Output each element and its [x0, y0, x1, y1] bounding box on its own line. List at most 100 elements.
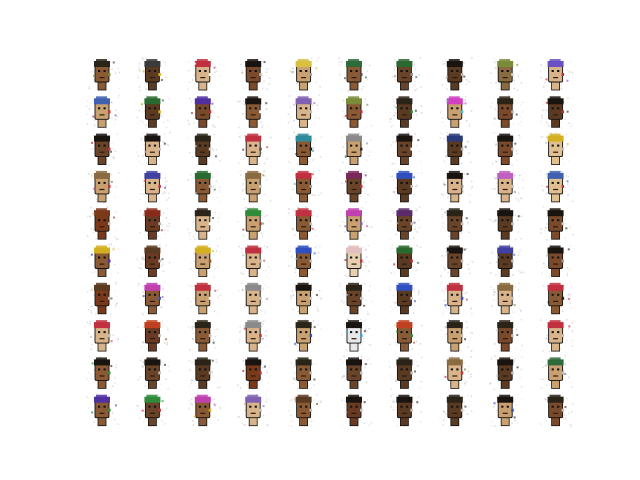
sample-thumbnail	[136, 94, 170, 129]
sample-thumbnail	[237, 206, 271, 241]
sample-thumbnail	[439, 208, 470, 240]
sample-thumbnail	[389, 94, 423, 128]
sample-thumbnail	[543, 281, 573, 315]
sample-thumbnail	[388, 356, 423, 390]
sample-thumbnail	[340, 392, 373, 427]
sample-thumbnail	[86, 318, 120, 352]
sample-thumbnail	[441, 170, 474, 203]
sample-thumbnail	[187, 96, 220, 128]
sample-thumbnail	[137, 281, 170, 316]
sample-thumbnail	[539, 59, 574, 91]
sample-thumbnail	[339, 355, 372, 390]
sample-thumbnail	[440, 318, 473, 353]
sample-thumbnail	[187, 206, 222, 241]
sample-thumbnail	[340, 318, 372, 352]
sample-thumbnail	[541, 245, 571, 277]
sample-thumbnail	[288, 131, 323, 166]
sample-thumbnail	[187, 170, 221, 203]
sample-thumbnail	[339, 206, 373, 241]
sample-thumbnail	[86, 393, 120, 427]
sample-thumbnail	[290, 281, 322, 315]
sample-thumbnail	[187, 318, 219, 352]
sample-thumbnail	[287, 318, 322, 352]
sample-thumbnail	[239, 170, 272, 203]
sample-thumbnail	[87, 59, 120, 91]
sample-thumbnail	[186, 133, 221, 166]
sample-thumbnail	[188, 357, 221, 390]
sample-thumbnail	[490, 57, 523, 91]
sample-thumbnail	[439, 394, 473, 427]
sample-thumbnail	[86, 356, 118, 389]
sample-thumbnail	[540, 318, 574, 353]
sample-thumbnail	[490, 95, 524, 128]
sample-thumbnail	[288, 244, 321, 278]
sample-thumbnail	[441, 57, 473, 91]
sample-thumbnail	[137, 57, 167, 92]
sample-thumbnail	[440, 281, 473, 315]
sample-thumbnail	[391, 57, 422, 92]
sample-thumbnail	[491, 170, 524, 204]
sample-thumbnail	[540, 96, 573, 129]
sample-thumbnail	[339, 244, 371, 278]
sample-thumbnail	[339, 169, 373, 203]
sample-thumbnail	[388, 319, 423, 352]
sample-thumbnail	[189, 243, 221, 278]
sample-thumbnail	[238, 282, 270, 315]
sample-thumbnail	[389, 169, 423, 203]
sample-thumbnail	[489, 355, 523, 390]
sample-thumbnail	[238, 132, 272, 166]
sample-thumbnail	[388, 244, 422, 277]
sample-thumbnail	[287, 169, 323, 203]
sample-thumbnail	[340, 132, 372, 166]
sample-thumbnail	[87, 206, 119, 241]
sample-thumbnail	[87, 170, 120, 204]
sample-thumbnail	[88, 243, 120, 277]
sample-thumbnail	[89, 131, 118, 166]
sample-thumbnail	[439, 244, 474, 278]
sample-thumbnail	[139, 170, 170, 203]
sample-thumbnail	[137, 320, 169, 352]
sample-thumbnail	[540, 393, 574, 428]
sample-thumbnail	[494, 319, 523, 353]
sample-thumbnail	[439, 95, 473, 128]
sample-thumbnail	[389, 281, 422, 315]
sample-thumbnail	[491, 131, 521, 166]
sample-thumbnail	[187, 58, 221, 92]
sample-thumbnail	[238, 245, 272, 278]
sample-thumbnail	[287, 206, 318, 240]
sample-thumbnail	[540, 206, 575, 241]
sample-thumbnail	[389, 206, 421, 241]
sample-thumbnail	[237, 393, 271, 427]
sample-thumbnail	[490, 281, 522, 315]
sample-thumbnail	[540, 355, 573, 389]
sample-thumbnail	[237, 96, 270, 129]
sample-thumbnail	[539, 170, 574, 203]
sample-thumbnail	[442, 355, 472, 389]
sample-thumbnail	[339, 282, 373, 315]
sample-thumbnail	[490, 393, 522, 427]
sample-thumbnail	[390, 131, 422, 166]
sample-thumbnail	[86, 94, 121, 129]
sample-thumbnail	[136, 131, 171, 166]
sample-thumbnail	[439, 132, 472, 166]
sample-thumbnail	[240, 58, 271, 91]
sample-thumbnail	[137, 356, 171, 390]
sample-thumbnail	[338, 57, 371, 92]
sample-thumbnail	[136, 394, 171, 427]
sample-thumbnail	[390, 394, 422, 427]
sample-thumbnail	[289, 356, 320, 390]
sample-thumbnail	[187, 282, 222, 315]
sample-thumbnail	[540, 131, 573, 166]
sample-thumbnail	[489, 207, 522, 241]
sample-thumbnail	[287, 94, 320, 128]
sample-thumbnail	[188, 394, 222, 427]
sample-thumbnail	[287, 57, 321, 91]
sample-thumbnail	[489, 243, 524, 277]
sample-thumbnail	[288, 394, 322, 427]
sample-thumbnail	[136, 244, 171, 277]
sample-thumbnail	[87, 282, 118, 315]
sample-thumbnail	[341, 96, 373, 129]
sample-thumbnail	[237, 357, 271, 390]
sample-thumbnail	[238, 320, 267, 352]
